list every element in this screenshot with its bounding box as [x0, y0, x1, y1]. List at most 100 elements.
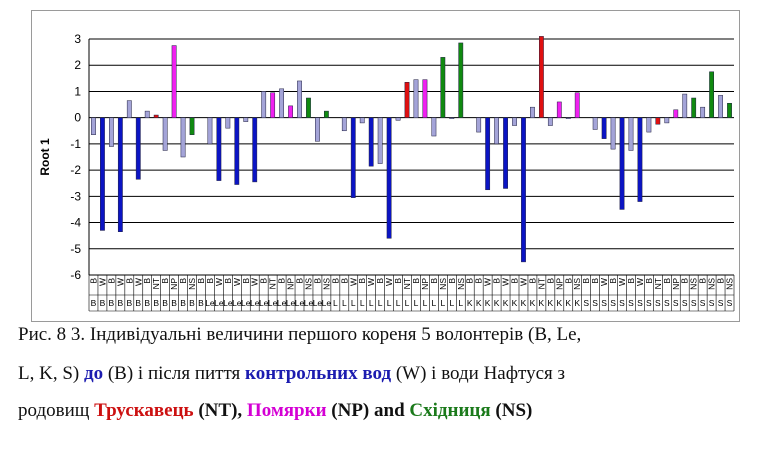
x-tick-label: W [635, 278, 645, 286]
group-label: B [189, 298, 195, 308]
group-label: L [440, 298, 445, 308]
group-label: L [387, 298, 392, 308]
group-label: S [700, 298, 706, 308]
caption-text: родовищ [18, 400, 95, 421]
bar [288, 105, 293, 118]
group-label: S [718, 298, 724, 308]
caption-text: Рис. 8 3. Індивідуальні величини першого… [18, 324, 582, 345]
bar [135, 117, 141, 180]
group-label: Le [313, 298, 323, 308]
y-tick-label: 0 [74, 111, 81, 125]
group-label: Le [223, 298, 233, 308]
x-tick-label: B [590, 278, 600, 284]
x-tick-label: NS [456, 278, 466, 290]
bar [207, 117, 213, 145]
bar [413, 79, 419, 118]
bar [592, 117, 598, 130]
bar [350, 117, 356, 198]
x-tick-label: B [626, 278, 636, 284]
x-tick-label: B [241, 278, 251, 284]
bar [449, 117, 455, 119]
x-tick-label: W [599, 278, 609, 286]
y-tick-label: 2 [74, 58, 81, 72]
bar [422, 79, 428, 118]
y-tick-label: 3 [74, 32, 81, 46]
group-label: B [100, 298, 106, 308]
bar [315, 117, 320, 142]
x-tick-label: B [581, 278, 591, 284]
bar [431, 117, 437, 137]
group-label: Le [286, 298, 296, 308]
bar [503, 117, 508, 189]
group-label: B [135, 298, 141, 308]
group-label: S [727, 298, 733, 308]
bar [476, 117, 482, 133]
bar [646, 117, 652, 133]
x-tick-label: B [330, 278, 340, 284]
group-label: S [619, 298, 625, 308]
x-tick-label: B [277, 278, 287, 284]
x-tick-label: W [250, 278, 260, 286]
bar [126, 100, 132, 118]
x-tick-label: NT [536, 278, 546, 289]
x-tick-label: W [97, 278, 107, 286]
group-label: L [351, 298, 356, 308]
caption-text: (B) і після пиття [103, 363, 245, 384]
group-label: B [171, 298, 177, 308]
group-label: Le [322, 298, 332, 308]
figure-caption-line-1: Рис. 8 3. Індивідуальні величини першого… [18, 324, 581, 346]
group-label: K [556, 298, 562, 308]
x-tick-label: NP [286, 278, 296, 290]
bar [216, 117, 222, 181]
bar [565, 117, 571, 119]
x-tick-label: B [295, 278, 305, 284]
bar [637, 117, 643, 202]
bar [485, 117, 491, 191]
bar [234, 117, 240, 185]
x-tick-label: W [232, 278, 242, 286]
group-label: K [503, 298, 509, 308]
group-label: S [664, 298, 670, 308]
x-tick-label: NT [653, 278, 663, 289]
x-tick-label: B [447, 278, 457, 284]
x-tick-label: B [680, 278, 690, 284]
group-label: K [565, 298, 571, 308]
bar [117, 117, 123, 232]
caption-text: (W) і води Нафтуся з [391, 363, 566, 384]
y-tick-label: -2 [70, 163, 81, 177]
group-label: B [91, 298, 97, 308]
y-tick-label: -4 [70, 216, 81, 230]
group-label: Le [250, 298, 260, 308]
group-label: B [118, 298, 124, 308]
group-label: B [180, 298, 186, 308]
group-label: B [153, 298, 159, 308]
x-tick-label: B [510, 278, 520, 284]
x-tick-label: B [223, 278, 233, 284]
bar [162, 117, 168, 151]
group-label: S [610, 298, 616, 308]
bar [664, 117, 670, 124]
group-label: K [512, 298, 518, 308]
x-tick-label: B [375, 278, 385, 284]
x-tick-label: W [384, 278, 394, 286]
bar [601, 117, 607, 139]
x-tick-label: NP [169, 278, 179, 290]
x-tick-label: W [518, 278, 528, 286]
group-label: Le [259, 298, 269, 308]
group-label: B [198, 298, 204, 308]
group-label: K [485, 298, 491, 308]
bar [727, 102, 732, 118]
group-label: K [494, 298, 500, 308]
x-tick-label: B [259, 278, 269, 284]
x-tick-label: B [160, 278, 170, 284]
figure-caption-line-3: родовищ Трускавець (NT), Помярки (NP) an… [18, 400, 532, 422]
bar [377, 117, 383, 164]
bar [440, 57, 446, 118]
x-tick-label: B [716, 278, 726, 284]
bar [610, 117, 616, 150]
y-axis-title: Root 1 [38, 138, 52, 176]
x-tick-label: B [644, 278, 654, 284]
y-tick-label: -1 [70, 137, 81, 151]
group-label: K [521, 298, 527, 308]
